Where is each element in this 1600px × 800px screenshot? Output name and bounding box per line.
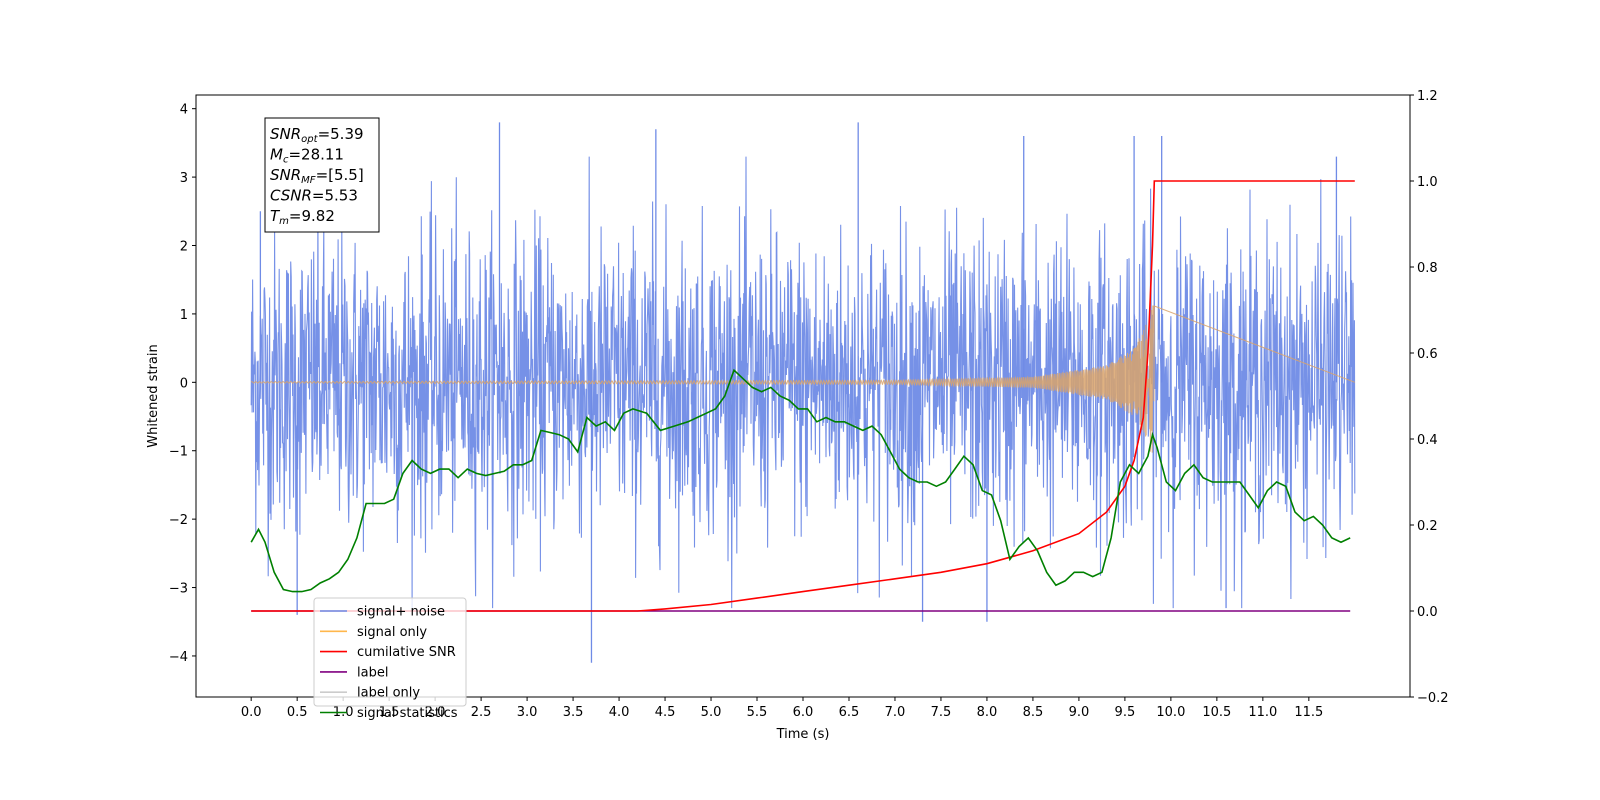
info-line: Mc=28.11 — [270, 146, 344, 166]
y-tick-label: −4 — [169, 650, 188, 665]
y2-tick-label: −0.2 — [1417, 691, 1449, 706]
cumulative-snr-line — [251, 180, 1355, 612]
y2-tick-label: 0.0 — [1417, 605, 1438, 620]
info-line: SNRMF=[5.5] — [270, 166, 364, 186]
x-tick-label: 1.5 — [379, 705, 400, 720]
series-signal-only — [250, 305, 1355, 453]
x-tick-label: 0.0 — [241, 705, 262, 720]
x-tick-label: 6.0 — [793, 705, 814, 720]
x-tick-label: 4.0 — [609, 705, 630, 720]
x-tick-label: 8.0 — [977, 705, 998, 720]
signal-statistics-line — [250, 368, 1351, 593]
x-tick-label: 5.5 — [747, 705, 768, 720]
legend-label: signal only — [357, 625, 427, 640]
y-tick-label: 4 — [180, 103, 188, 118]
x-tick-label: 5.0 — [701, 705, 722, 720]
y-tick-label: 2 — [180, 240, 188, 255]
x-tick-label: 9.5 — [1115, 705, 1136, 720]
y-tick-label: −2 — [169, 513, 188, 528]
y-axis-label: Whitened strain — [146, 344, 161, 447]
info-line: CSNR=5.53 — [270, 187, 358, 205]
x-tick-label: 0.5 — [287, 705, 308, 720]
noise-trace — [250, 156, 1356, 609]
y2-tick-label: 1.2 — [1417, 89, 1438, 104]
x-tick-label: 11.5 — [1294, 705, 1323, 720]
x-tick-label: 4.5 — [655, 705, 676, 720]
legend-label: label — [357, 665, 388, 680]
x-tick-label: 3.5 — [563, 705, 584, 720]
legend-label: signal+ noise — [357, 605, 445, 620]
y-tick-label: −1 — [169, 445, 188, 460]
y2-tick-label: 0.6 — [1417, 347, 1438, 362]
info-line: SNRopt=5.39 — [270, 125, 364, 145]
y2-tick-label: 1.0 — [1417, 175, 1438, 190]
y2-tick-label: 0.8 — [1417, 261, 1438, 276]
x-tick-label: 7.5 — [931, 705, 952, 720]
legend-label: label only — [357, 686, 420, 701]
info-line: Tm=9.82 — [270, 207, 335, 227]
axes: 0.0 0.5 1.0 1.5 2.0 2.5 3.0 3.5 4.0 4.5 5.0 5.5 6.0 6… — [169, 89, 1449, 720]
x-axis-label: Time (s) — [776, 727, 830, 742]
x-tick-label: 9.0 — [1069, 705, 1090, 720]
x-tick-label: 7.0 — [885, 705, 906, 720]
y2-tick-label: 0.4 — [1417, 433, 1438, 448]
x-tick-label: 6.5 — [839, 705, 860, 720]
x-tick-label: 11.0 — [1248, 705, 1277, 720]
y-tick-label: 3 — [180, 171, 188, 186]
y-tick-label: 0 — [180, 376, 188, 391]
legend-label: signal statistics — [357, 706, 458, 721]
y2-tick-label: 0.2 — [1417, 519, 1438, 534]
x-tick-label: 10.0 — [1156, 705, 1185, 720]
series-signal-noise — [250, 122, 1356, 663]
y-tick-label: −3 — [169, 582, 188, 597]
x-tick-label: 2.5 — [471, 705, 492, 720]
y-tick-label: 1 — [180, 308, 188, 323]
x-tick-label: 10.5 — [1202, 705, 1231, 720]
x-tick-label: 2.0 — [425, 705, 446, 720]
chirp-trace — [250, 305, 1355, 453]
legend-label: cumilative SNR — [357, 645, 456, 660]
legend: signal+ noise signal only cumilative SNR la… — [313, 597, 467, 721]
x-tick-label: 8.5 — [1023, 705, 1044, 720]
x-tick-label: 3.0 — [517, 705, 538, 720]
